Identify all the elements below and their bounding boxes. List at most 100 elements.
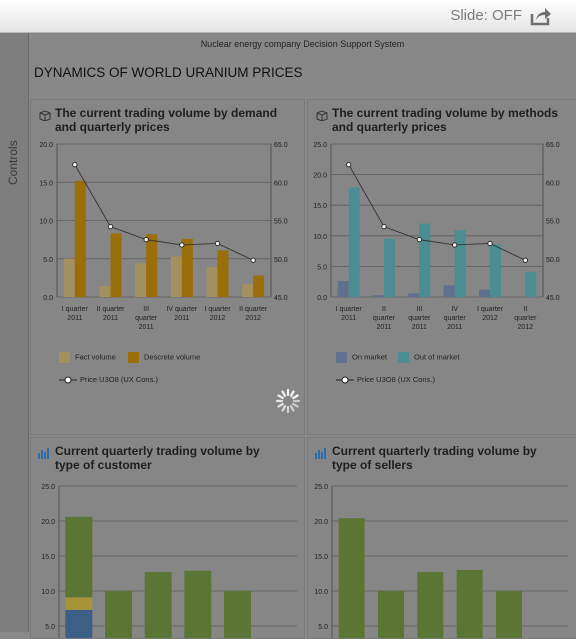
x-tick-label: II	[523, 306, 527, 313]
price-point	[107, 223, 114, 230]
price-point	[487, 240, 493, 247]
x-tick-label: II quarter	[96, 306, 125, 313]
bar	[408, 293, 420, 297]
bar	[525, 271, 537, 297]
legend-label: Price U3O8 (UX Cons.)	[357, 375, 435, 384]
x-tick-label: 2012	[482, 315, 498, 322]
bar	[454, 230, 466, 297]
bar	[206, 267, 218, 297]
y2-tick-label: 50.0	[274, 257, 288, 264]
sellers-chart: 0.05.010.015.020.025.0	[314, 484, 568, 638]
panel-title: The current trading volume by methods an…	[332, 106, 559, 134]
x-tick-label: quarter	[135, 315, 158, 322]
y2-tick-label: 50.0	[546, 257, 560, 264]
bar	[384, 238, 395, 297]
price-point	[250, 257, 256, 263]
x-tick-label: I quarter	[477, 306, 504, 313]
panel-demand: The current trading volume by demand and…	[30, 99, 305, 435]
bar-segment	[65, 609, 93, 638]
y-tick-label: 5.0	[43, 257, 53, 264]
bar	[496, 591, 522, 638]
bar	[217, 250, 229, 297]
legend-fact-volume: Fact volume	[59, 352, 116, 363]
bar	[443, 285, 455, 297]
bar	[146, 234, 158, 297]
bar	[479, 289, 490, 297]
controls-label[interactable]: Controls	[6, 140, 20, 185]
x-tick-label: 2012	[245, 315, 261, 322]
price-point	[346, 162, 352, 168]
x-tick-label: IV	[451, 306, 458, 313]
legend-label: Descrete volume	[144, 352, 201, 362]
x-tick-label: III	[416, 306, 422, 313]
bar-segment	[65, 597, 93, 610]
y-tick-label: 25.0	[41, 484, 55, 491]
bar	[337, 281, 349, 297]
bar-segment	[184, 570, 212, 638]
legend-on-market: On market	[336, 352, 387, 363]
loading-spinner-icon	[275, 388, 301, 414]
price-point	[522, 257, 528, 263]
x-tick-label: 2011	[376, 324, 391, 331]
price-point	[179, 242, 185, 248]
y-tick-label: 15.0	[313, 203, 327, 210]
panel-sellers: Current quarterly trading volume by type…	[307, 437, 576, 639]
y-tick-label: 15.0	[41, 554, 55, 561]
bar	[181, 238, 193, 297]
bar	[110, 233, 122, 297]
bar	[242, 283, 254, 297]
spinner-spoke	[277, 394, 284, 400]
bar	[338, 518, 365, 638]
y-tick-label: 0.0	[43, 295, 53, 302]
y-tick-label: 10.0	[313, 234, 327, 241]
legend-swatch	[128, 352, 139, 363]
bar-segment	[105, 591, 132, 638]
spinner-spoke	[289, 390, 295, 397]
y-tick-label: 10.0	[39, 219, 53, 226]
spinner-spoke	[281, 390, 287, 397]
legend-label: Price U3O8 (UX Cons.)	[80, 375, 158, 384]
panel-customer: Current quarterly trading volume by type…	[30, 437, 305, 639]
bar	[253, 275, 265, 297]
panel-title: The current trading volume by demand and…	[55, 106, 278, 134]
y2-tick-label: 55.0	[274, 219, 288, 226]
price-point	[381, 223, 387, 230]
legend-out-of-market: Out of market	[398, 352, 459, 363]
x-tick-label: I quarter	[336, 306, 363, 313]
spinner-spoke	[277, 402, 284, 408]
legend-swatch	[336, 352, 347, 363]
bar-chart-icon	[315, 448, 326, 459]
price-point	[214, 240, 221, 247]
y-tick-label: 25.0	[314, 484, 328, 491]
controls-sidebar[interactable]: Controls	[0, 33, 29, 632]
legend-price: Price U3O8 (UX Cons.)	[336, 375, 435, 384]
main-content: Nuclear energy company Decision Support …	[29, 33, 576, 639]
y-tick-label: 5.0	[45, 624, 55, 631]
y-tick-label: 15.0	[39, 180, 53, 187]
x-tick-label: quarter	[408, 315, 431, 322]
top-bar: Slide: OFF	[0, 0, 576, 33]
x-tick-label: 2011	[103, 315, 118, 322]
x-tick-label: II	[382, 306, 386, 313]
y2-tick-label: 60.0	[546, 180, 560, 187]
y-tick-label: 10.0	[41, 589, 55, 596]
x-tick-label: II quarter	[239, 306, 268, 313]
x-tick-label: IV quarter	[166, 306, 197, 313]
spinner-spoke	[281, 405, 287, 412]
cube-icon	[316, 110, 328, 121]
price-point	[452, 242, 458, 248]
y-tick-label: 10.0	[314, 589, 328, 596]
y-tick-label: 5.0	[317, 264, 327, 271]
y-tick-label: 25.0	[313, 142, 327, 149]
bar	[373, 295, 384, 297]
bar	[378, 591, 404, 638]
share-icon[interactable]	[530, 6, 552, 26]
x-tick-label: 2012	[518, 324, 534, 331]
bar	[74, 180, 86, 297]
slide-toggle[interactable]: Slide: OFF	[450, 7, 522, 24]
bar	[348, 187, 360, 297]
legend-swatch	[398, 352, 409, 363]
x-tick-label: III	[143, 306, 149, 313]
bar	[99, 286, 111, 297]
y-tick-label: 20.0	[314, 519, 328, 526]
